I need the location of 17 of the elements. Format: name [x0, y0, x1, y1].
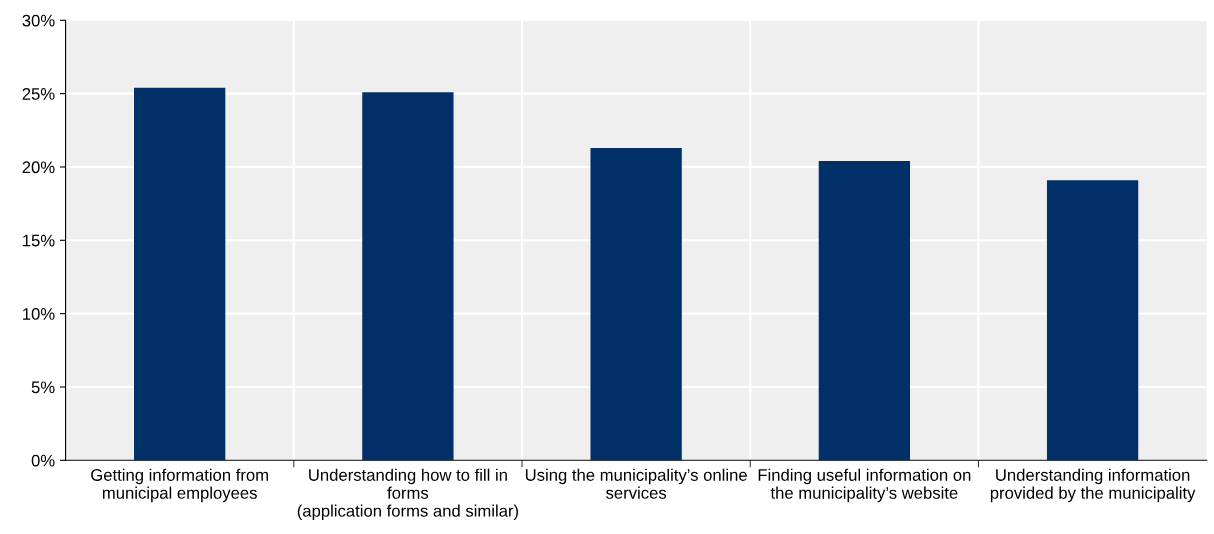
bar — [590, 147, 682, 461]
y-tick-label: 5% — [31, 381, 55, 394]
bar — [134, 87, 226, 461]
bar — [362, 92, 454, 461]
x-tick-label: Understanding information provided by the municipality — [990, 468, 1196, 503]
x-tick-label: Understanding how to fill in forms (application forms and similar) — [297, 468, 519, 521]
y-tick-label: 25% — [22, 88, 55, 100]
bar — [818, 161, 911, 461]
x-tick-label: Using the municipality’s online services — [525, 468, 747, 499]
bar — [1046, 180, 1139, 461]
x-tick-label: Finding useful information on the municipality’s website — [758, 468, 971, 503]
y-tick-label: 0% — [31, 454, 55, 467]
y-tick-label: 15% — [23, 234, 55, 247]
x-tick-label: Getting information from municipal employees — [91, 468, 268, 503]
y-tick-label: 20% — [22, 161, 55, 174]
y-tick-label: 30% — [22, 14, 55, 27]
y-tick-label: 10% — [23, 308, 55, 320]
